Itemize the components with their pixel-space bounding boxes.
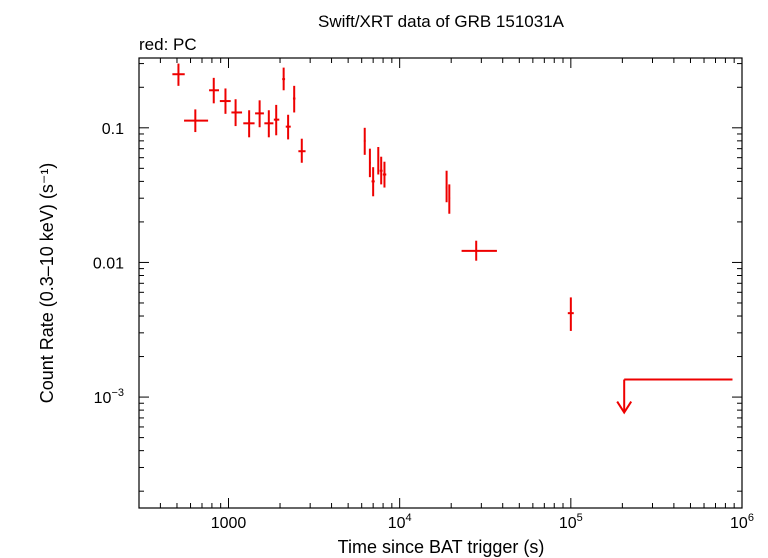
data-point	[172, 63, 185, 86]
data-point	[382, 161, 387, 188]
data-point	[379, 156, 383, 185]
data-point	[445, 170, 448, 203]
axis-tick-labels: 1000 104 105 106 0.1 0.01 10−3	[93, 121, 754, 532]
data-point	[243, 110, 255, 138]
axis-ticks	[138, 58, 743, 508]
x-tick-label: 1000	[211, 515, 247, 532]
chart-subtitle: red: PC	[139, 35, 197, 54]
data-points	[172, 63, 733, 415]
data-point	[209, 77, 219, 104]
data-point	[231, 99, 243, 127]
data-point	[368, 148, 371, 178]
data-point	[292, 85, 296, 113]
data-point	[371, 167, 375, 197]
x-axis-label: Time since BAT trigger (s)	[338, 537, 545, 557]
y-tick-label: 0.1	[102, 121, 124, 138]
data-point	[363, 127, 366, 155]
chart-title: Swift/XRT data of GRB 151031A	[318, 12, 565, 31]
x-tick-label: 104	[388, 512, 412, 532]
y-tick-label: 0.01	[93, 255, 124, 272]
plot-frame	[138, 57, 743, 509]
data-point	[377, 147, 380, 175]
y-tick-label: 10−3	[94, 387, 124, 407]
x-tick-label: 105	[559, 512, 583, 532]
data-point	[448, 184, 451, 214]
x-tick-label: 106	[730, 512, 754, 532]
data-point	[285, 114, 291, 140]
data-point	[184, 109, 209, 133]
data-point	[219, 88, 231, 114]
data-point	[298, 138, 306, 163]
data-point	[273, 104, 280, 136]
upper-limit-arrow-head	[616, 400, 633, 415]
data-point	[567, 297, 574, 331]
y-axis-label: Count Rate (0.3–10 keV) (s⁻¹)	[37, 163, 57, 404]
data-point	[264, 110, 274, 138]
upper-limit	[616, 378, 733, 415]
data-point	[255, 100, 264, 128]
data-point	[461, 240, 497, 261]
data-point	[282, 67, 286, 91]
